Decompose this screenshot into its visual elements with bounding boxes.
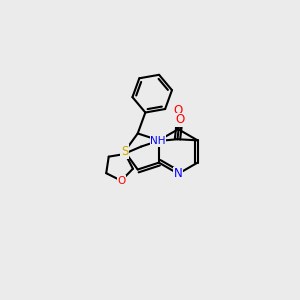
Text: O: O bbox=[174, 104, 183, 117]
Text: NH: NH bbox=[150, 136, 166, 146]
Text: S: S bbox=[121, 145, 128, 158]
Text: O: O bbox=[117, 176, 125, 186]
Text: N: N bbox=[174, 167, 183, 180]
Text: O: O bbox=[175, 113, 184, 126]
Text: N: N bbox=[154, 134, 163, 147]
